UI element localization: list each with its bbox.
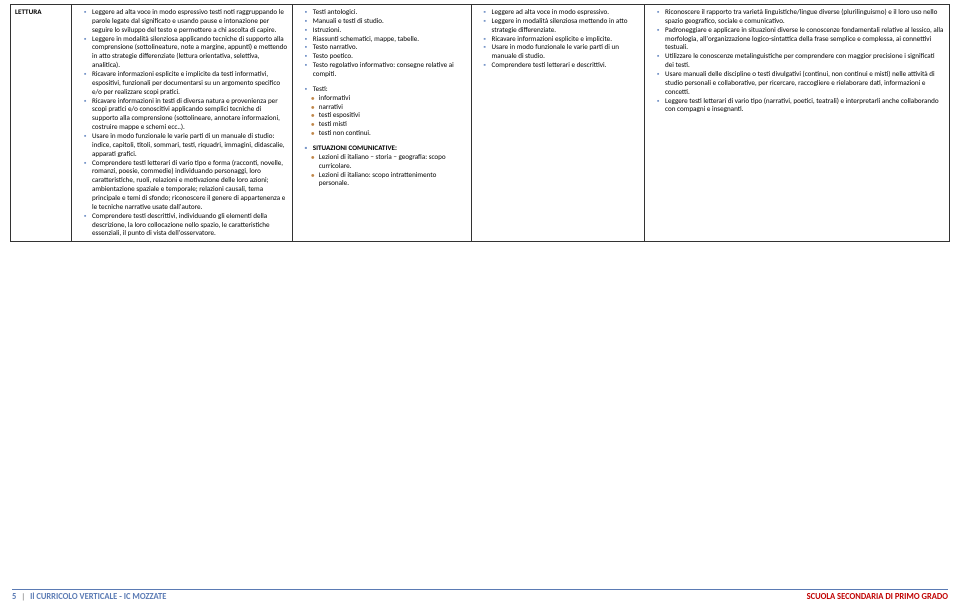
list-item: Leggere in modalità silenziosa mettendo … <box>484 17 640 35</box>
list-item: Leggere testi letterari di vario tipo (n… <box>657 97 945 115</box>
list-item: Testo regolativo informativo: consegne r… <box>305 61 467 79</box>
row-header-lettura: LETTURA <box>11 5 72 242</box>
list-item: testi non continui. <box>311 129 467 138</box>
table-row: LETTURA Leggere ad alta voce in modo esp… <box>11 5 950 242</box>
list-item: Usare in modo funzionale le varie parti … <box>484 43 640 61</box>
objectives-list: Leggere ad alta voce in modo espressivo … <box>76 8 288 238</box>
list-item: Ricavare informazioni in testi di divers… <box>84 97 288 132</box>
list-item: Ricavare informazioni esplicite e implic… <box>84 70 288 97</box>
curriculum-table: LETTURA Leggere ad alta voce in modo esp… <box>10 4 950 242</box>
cell-skills: Leggere ad alta voce in modo espressivo.… <box>471 5 644 242</box>
list-item: Comprendere testi descrittivi, individua… <box>84 212 288 239</box>
list-item: Utilizzare le conoscenze metalinguistich… <box>657 52 945 70</box>
list-item: Padroneggiare e applicare in situazioni … <box>657 26 945 53</box>
skills-list: Leggere ad alta voce in modo espressivo.… <box>476 8 640 70</box>
list-item: Comprendere testi letterari di vario tip… <box>84 159 288 212</box>
list-item: Usare in modo funzionale le varie parti … <box>84 132 288 159</box>
list-item: Lezioni di italiano: scopo intrattenimen… <box>311 171 467 189</box>
footer-left: 5 | Il CURRICOLO VERTICALE - IC MOZZATE <box>12 592 166 602</box>
page-footer: 5 | Il CURRICOLO VERTICALE - IC MOZZATE … <box>12 589 948 602</box>
contents-list-a: Testi antologici. Manuali e testi di stu… <box>297 8 467 79</box>
competencies-list: Riconoscere il rapporto tra varietà ling… <box>649 8 945 114</box>
list-item: Lezioni di italiano – storia – geografia… <box>311 153 467 171</box>
footer-right: SCUOLA SECONDARIA DI PRIMO GRADO <box>807 592 948 602</box>
list-item: Comprendere testi letterari e descrittiv… <box>484 61 640 70</box>
page: LETTURA Leggere ad alta voce in modo esp… <box>0 0 960 242</box>
list-item: Leggere in modalità silenziosa applicand… <box>84 35 288 70</box>
doc-title: Il CURRICOLO VERTICALE - IC MOZZATE <box>30 592 166 602</box>
cell-contents: Testi antologici. Manuali e testi di stu… <box>292 5 471 242</box>
list-item: Riconoscere il rapporto tra varietà ling… <box>657 8 945 26</box>
contents-list-c: Lezioni di italiano – storia – geografia… <box>297 153 467 188</box>
contents-list-b: informativi narrativi testi espositivi t… <box>297 94 467 138</box>
cell-objectives: Leggere ad alta voce in modo espressivo … <box>71 5 292 242</box>
list-item: Usare manuali delle discipline o testi d… <box>657 70 945 97</box>
cell-competencies: Riconoscere il rapporto tra varietà ling… <box>645 5 950 242</box>
page-number: 5 <box>12 592 16 602</box>
footer-separator: | <box>21 592 25 602</box>
list-item: Leggere ad alta voce in modo espressivo … <box>84 8 288 35</box>
